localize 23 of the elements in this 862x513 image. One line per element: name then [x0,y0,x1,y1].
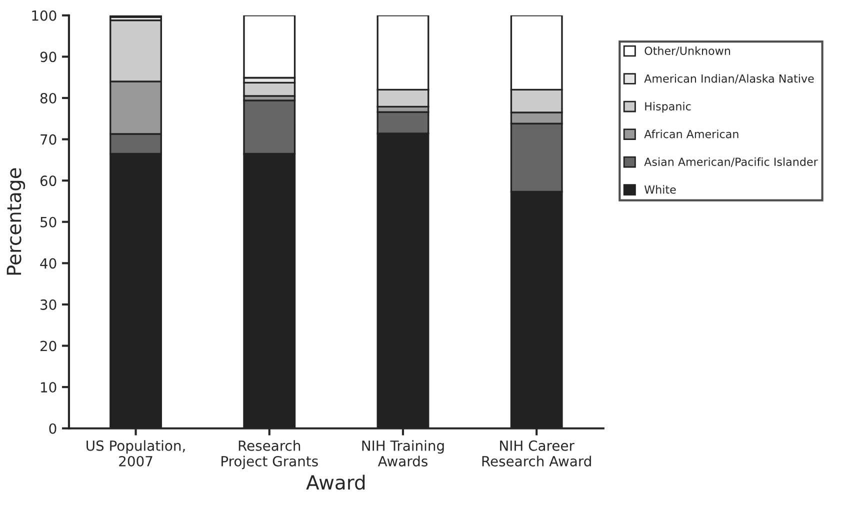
y-tick-label: 90 [40,52,56,62]
legend-label: Other/Unknown [644,46,730,56]
legend-label: Asian American/Pacific Islander [644,157,818,167]
y-tick-label: 80 [40,92,56,104]
y-tick-label: 30 [40,299,56,310]
y-tick-label: 100 [32,10,56,21]
y-axis-title: Percentage [6,168,26,275]
y-tick-label: 70 [40,134,56,145]
legend-label: Hispanic [645,102,691,113]
legend-label: African American [644,130,738,138]
y-tick-label: 50 [40,216,56,228]
y-tick-label: 40 [40,258,56,269]
y-tick-label: 0 [49,423,56,434]
y-tick-label: 60 [40,176,56,186]
y-tick-label: 20 [40,340,56,352]
y-tick-label: 10 [41,382,56,393]
x-tick-label: Research Project Grants [222,440,318,470]
x-tick-label: US Population, 2007 [86,440,185,466]
legend-label: American Indian/Alaska Native [644,74,814,84]
legend-label: White [644,185,676,194]
x-axis-title: Award [306,474,365,490]
x-tick-label: NIH Career Research Award [482,440,591,466]
x-tick-label: NIH Training Awards [362,440,444,466]
